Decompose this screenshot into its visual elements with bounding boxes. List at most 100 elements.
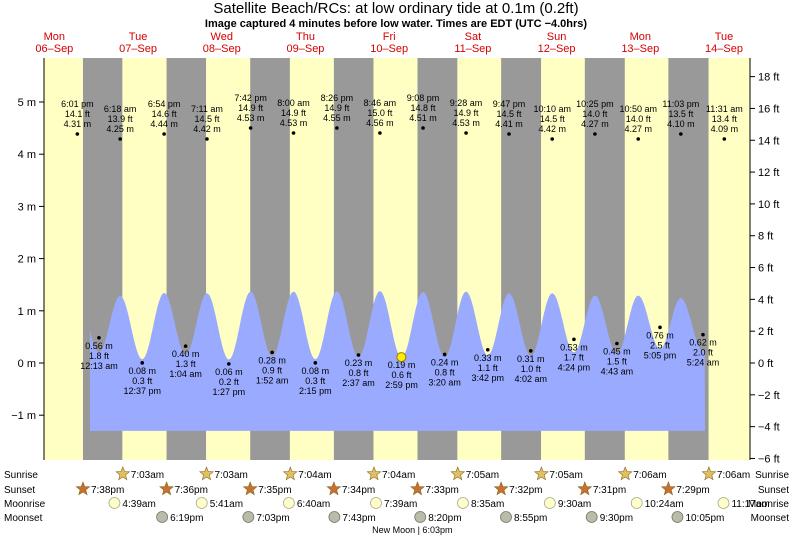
- sunrise-icon: [115, 466, 131, 481]
- moonset-row-label-right: Moonset: [751, 513, 790, 524]
- low-tide-m-label: 0.08 m: [128, 366, 156, 376]
- moonrise-icon: [457, 497, 469, 509]
- sunset-icon: [159, 481, 175, 496]
- moonrise-icon: [108, 497, 121, 509]
- low-tide-ft-label: 0.8 ft: [435, 367, 456, 377]
- right-tick-label: 4 ft: [758, 294, 773, 306]
- moonrise-time-label: 11:17am: [731, 499, 769, 510]
- right-tick-label: 6 ft: [758, 263, 773, 275]
- high-tide-dot: [550, 137, 555, 141]
- sunset-icon: [326, 481, 342, 496]
- high-tide-dot: [378, 131, 382, 135]
- right-tick-label: 8 ft: [758, 231, 773, 243]
- day-date-label: 13–Sep: [621, 43, 659, 55]
- moonset-icon: [242, 511, 255, 523]
- high-tide-m-label: 4.42 m: [193, 124, 221, 134]
- low-tide-ft-label: 1.1 ft: [478, 363, 499, 373]
- low-tide-dot: [356, 353, 361, 357]
- high-tide-ft-label: 14.0 ft: [582, 109, 608, 119]
- left-tick-label: −1 m: [11, 410, 36, 422]
- low-tide-m-label: 0.62 m: [689, 338, 717, 348]
- sunrise-row-label-left: Sunrise: [4, 470, 38, 481]
- low-tide-time-label: 1:04 am: [169, 369, 202, 379]
- low-tide-dot: [528, 349, 533, 353]
- new-moon-label: New Moon | 6:03pm: [372, 525, 452, 535]
- moonset-time-label: 10:05pm: [685, 513, 724, 524]
- high-tide-time-label: 9:47 pm: [493, 99, 526, 109]
- high-tide-dot: [248, 126, 253, 130]
- right-tick-label: −4 ft: [758, 422, 780, 434]
- high-tide-dot: [722, 137, 727, 141]
- low-tide-ft-label: 1.7 ft: [564, 352, 585, 362]
- sunset-time-label: 7:35pm: [258, 485, 291, 496]
- high-tide-time-label: 8:46 am: [364, 98, 397, 108]
- high-tide-dot: [636, 137, 641, 141]
- high-tide-ft-label: 13.4 ft: [712, 114, 738, 124]
- sunrise-icon: [617, 466, 633, 481]
- high-tide-time-label: 7:42 pm: [234, 93, 267, 103]
- low-tide-time-label: 3:42 pm: [472, 373, 505, 383]
- day-name-label: Mon: [630, 31, 651, 43]
- high-tide-ft-label: 14.5 ft: [496, 109, 522, 119]
- low-tide-m-label: 0.56 m: [85, 341, 113, 351]
- moonrise-icon: [370, 497, 382, 509]
- right-tick-label: −2 ft: [758, 390, 780, 402]
- high-tide-m-label: 4.27 m: [624, 124, 652, 134]
- low-tide-ft-label: 1.3 ft: [176, 359, 197, 369]
- sunrise-icon: [198, 466, 215, 481]
- low-tide-time-label: 12:13 am: [80, 361, 118, 371]
- low-tide-dot: [485, 347, 490, 352]
- right-tick-label: 10 ft: [758, 199, 779, 211]
- high-tide-ft-label: 14.9 ft: [324, 103, 350, 113]
- low-tide-ft-label: 0.8 ft: [348, 368, 369, 378]
- sunrise-icon: [450, 466, 466, 481]
- right-tick-label: 2 ft: [758, 326, 773, 338]
- sunrise-icon: [701, 466, 717, 481]
- sunset-time-label: 7:31pm: [593, 485, 626, 496]
- high-tide-dot: [335, 126, 339, 130]
- day-date-label: 14–Sep: [705, 43, 743, 55]
- moonrise-icon: [195, 497, 208, 509]
- high-tide-dot: [679, 132, 683, 136]
- low-tide-ft-label: 0.2 ft: [219, 377, 240, 387]
- sunset-icon: [242, 481, 258, 496]
- high-tide-ft-label: 14.9 ft: [238, 103, 264, 113]
- high-tide-m-label: 4.25 m: [106, 124, 134, 134]
- day-name-label: Tue: [715, 31, 734, 43]
- sunset-time-label: 7:33pm: [426, 485, 459, 496]
- sunset-time-label: 7:38pm: [91, 485, 124, 496]
- high-tide-m-label: 4.10 m: [667, 119, 695, 129]
- right-tick-label: 16 ft: [758, 103, 779, 115]
- day-date-label: 07–Sep: [119, 43, 157, 55]
- high-tide-time-label: 9:08 pm: [407, 93, 440, 103]
- day-name-label: Sun: [547, 31, 567, 43]
- low-tide-dot: [227, 362, 231, 366]
- low-tide-m-label: 0.31 m: [517, 354, 545, 364]
- low-tide-ft-label: 1.8 ft: [89, 351, 110, 361]
- high-tide-ft-label: 14.6 ft: [152, 109, 178, 119]
- low-tide-time-label: 2:59 pm: [385, 380, 418, 390]
- low-tide-dot: [183, 344, 188, 348]
- day-name-label: Tue: [129, 31, 148, 43]
- high-tide-ft-label: 14.0 ft: [626, 114, 652, 124]
- day-name-label: Sat: [465, 31, 482, 43]
- chart-title: Satellite Beach/RCs: at low ordinary tid…: [213, 0, 578, 17]
- high-tide-dot: [75, 132, 80, 136]
- left-tick-label: 2 m: [18, 254, 36, 266]
- low-tide-time-label: 2:37 am: [342, 378, 375, 388]
- moonrise-time-label: 10:24am: [645, 499, 684, 510]
- day-date-label: 08–Sep: [203, 43, 241, 55]
- high-tide-time-label: 10:50 am: [619, 104, 657, 114]
- sunset-time-label: 7:29pm: [676, 485, 709, 496]
- axes: 5 m 4 m 3 m 2 m 1 m 0 m −1 m 18 ft 16 ft 14 ft 12 …: [11, 31, 779, 465]
- moonset-time-label: 8:20pm: [428, 513, 461, 524]
- moonrise-time-label: 9:30am: [558, 499, 591, 510]
- high-tide-m-label: 4.53 m: [452, 118, 480, 128]
- low-tide-time-label: 4:02 am: [515, 374, 548, 384]
- moonset-row-label-left: Moonset: [4, 513, 43, 524]
- moonrise-icon: [717, 497, 730, 509]
- day-date-label: 09–Sep: [287, 43, 325, 55]
- high-tide-m-label: 4.55 m: [323, 113, 351, 123]
- sunset-icon: [577, 481, 593, 496]
